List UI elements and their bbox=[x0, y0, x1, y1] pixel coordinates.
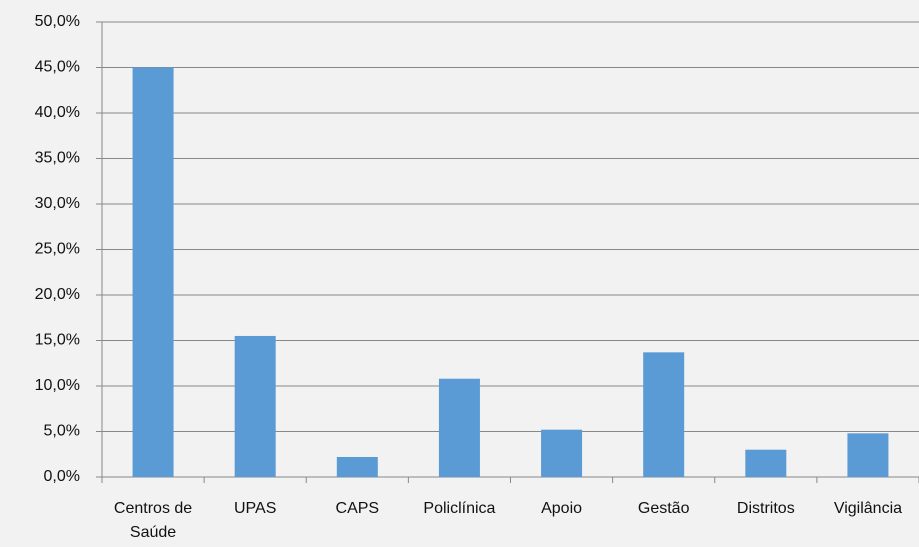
x-tick-label: Gestão bbox=[637, 500, 690, 517]
y-tick-label: 5,0% bbox=[44, 423, 80, 440]
y-tick-label: 15,0% bbox=[35, 332, 80, 349]
bar bbox=[336, 456, 378, 477]
x-tick-label: UPAS bbox=[233, 500, 277, 517]
x-tick-label: Apoio bbox=[541, 500, 583, 517]
y-tick-label: 45,0% bbox=[35, 59, 80, 76]
x-tick-label: Distritos bbox=[736, 500, 795, 517]
bar bbox=[438, 378, 480, 477]
bar bbox=[847, 433, 889, 477]
bar bbox=[643, 352, 685, 477]
bar bbox=[541, 429, 583, 477]
y-tick-label: 50,0% bbox=[35, 13, 80, 30]
bar bbox=[234, 335, 276, 477]
y-tick-label: 20,0% bbox=[35, 286, 80, 303]
y-tick-label: 0,0% bbox=[44, 468, 80, 485]
y-tick-label: 25,0% bbox=[35, 241, 80, 258]
x-tick-label: Policlínica bbox=[423, 500, 496, 517]
bar bbox=[132, 67, 174, 477]
y-tick-label: 30,0% bbox=[35, 195, 80, 212]
x-tick-label: Vigilância bbox=[833, 500, 903, 517]
x-tick-label: CAPS bbox=[335, 500, 380, 517]
y-tick-label: 10,0% bbox=[35, 377, 80, 394]
y-tick-label: 35,0% bbox=[35, 150, 80, 167]
y-tick-label: 40,0% bbox=[35, 104, 80, 121]
bar bbox=[745, 449, 787, 477]
x-tick-label: Centros de Saúde bbox=[113, 500, 193, 541]
